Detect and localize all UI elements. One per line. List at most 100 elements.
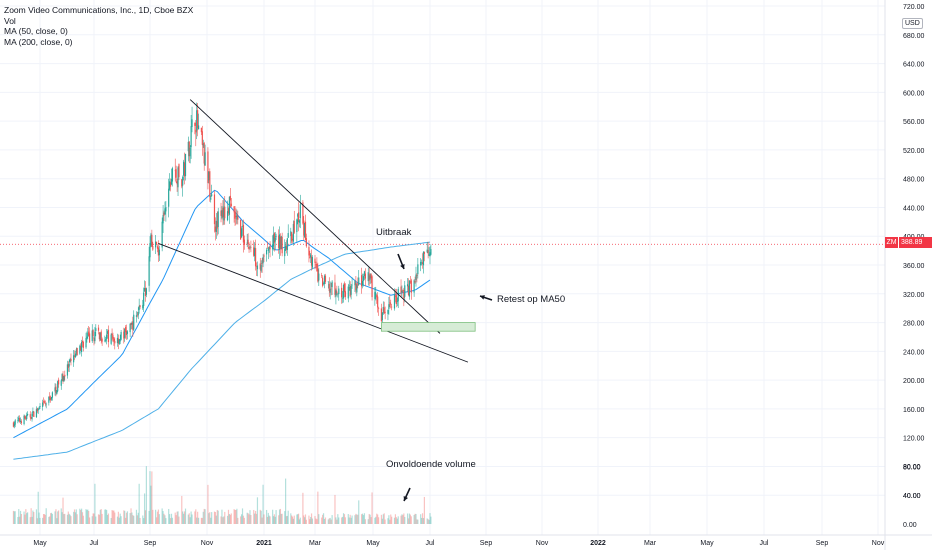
volume-bar <box>67 511 69 524</box>
volume-bar <box>360 514 363 524</box>
time-tick-label: Sep <box>816 540 829 547</box>
volume-bar <box>110 518 112 524</box>
volume-bar <box>246 512 248 524</box>
currency-button[interactable]: USD <box>902 18 923 29</box>
volume-bar <box>91 516 93 524</box>
candle-body <box>155 241 157 248</box>
candle-body <box>327 281 329 283</box>
volume-bar <box>241 508 244 524</box>
time-tick-label: Jul <box>90 540 99 547</box>
candle-body <box>222 207 224 218</box>
volume-bar <box>274 516 276 524</box>
volume-bar <box>382 514 384 524</box>
annotation-breakout[interactable]: Uitbraak <box>376 227 412 238</box>
annotation-retest[interactable]: Retest op MA50 <box>497 294 566 305</box>
candle-body <box>351 284 353 286</box>
volume-bar <box>81 508 83 524</box>
volume-bar <box>54 511 56 524</box>
volume-bar <box>116 516 119 524</box>
volume-bar <box>158 514 160 524</box>
volume-bar <box>62 497 64 524</box>
candle-body <box>318 273 320 281</box>
candle-body <box>298 220 301 223</box>
candle-body <box>314 258 316 264</box>
candle-body <box>17 420 19 421</box>
candle-body <box>240 219 242 240</box>
volume-bar <box>420 514 422 524</box>
candle-body <box>388 304 390 310</box>
volume-bar <box>152 509 154 524</box>
volume-bar <box>297 513 300 524</box>
volume-bar <box>142 515 144 524</box>
volume-bar <box>278 509 281 524</box>
volume-bar <box>387 518 389 524</box>
volume-bar <box>177 511 179 524</box>
volume-bar <box>95 516 97 524</box>
price-tick-label: 80.00 <box>903 464 921 471</box>
candle-body <box>168 188 170 207</box>
candle-body <box>297 214 299 217</box>
candle-body <box>67 364 69 368</box>
candle-body <box>354 281 356 286</box>
candle-body <box>240 228 243 238</box>
candle-body <box>406 284 409 287</box>
candle-body <box>369 275 371 280</box>
candle-body <box>188 141 190 157</box>
candle-body <box>171 168 174 182</box>
candle-body <box>227 208 230 214</box>
candle-body <box>145 288 147 295</box>
candle-body <box>54 387 56 392</box>
volume-bar <box>341 516 344 524</box>
volume-bar <box>201 517 203 524</box>
volume-bar <box>26 513 28 524</box>
time-tick-label: Sep <box>144 540 157 547</box>
price-tick-label: 520.00 <box>903 148 925 155</box>
volume-bar <box>337 514 339 524</box>
volume-bar <box>197 511 199 524</box>
volume-bar <box>240 514 243 524</box>
candle-body <box>211 194 213 197</box>
volume-bar <box>80 510 82 524</box>
candle-body <box>347 286 349 299</box>
candle-body <box>349 286 351 297</box>
volume-tick-label: 40.00 <box>903 493 921 500</box>
candle-body <box>360 275 363 287</box>
candle-body <box>402 289 404 291</box>
candle-body <box>344 291 347 297</box>
candle-body <box>322 277 324 286</box>
volume-bar <box>191 514 193 524</box>
volume-bar <box>233 509 235 524</box>
price-tick-label: 320.00 <box>903 292 925 299</box>
price-tick-label: 120.00 <box>903 436 925 443</box>
candle-body <box>68 363 70 367</box>
candle-body <box>210 197 212 200</box>
price-tick-label: 720.00 <box>903 4 925 11</box>
candle-body <box>396 301 398 302</box>
volume-bar <box>327 519 329 524</box>
candle-body <box>427 250 429 254</box>
volume-bar <box>364 519 366 524</box>
volume-bar <box>305 519 307 524</box>
volume-bar <box>349 514 351 524</box>
retest-arrow-head <box>480 295 485 300</box>
candle-body <box>287 233 289 238</box>
price-tick-label: 240.00 <box>903 349 925 356</box>
legend-ma200[interactable]: MA (200, close, 0) <box>4 36 73 47</box>
candle-body <box>208 171 210 181</box>
volume-bar <box>297 514 299 524</box>
candle-body <box>42 401 45 403</box>
time-tick-label: May <box>366 540 380 547</box>
volume-bar <box>280 513 282 524</box>
volume-bar <box>197 517 200 524</box>
volume-bar <box>329 517 331 524</box>
volume-bar <box>286 515 288 524</box>
volume-bar <box>204 509 206 524</box>
price-tick-label: 200.00 <box>903 378 925 385</box>
legend-volume[interactable]: Vol <box>4 15 16 26</box>
volume-bar <box>114 512 116 524</box>
legend-ma50[interactable]: MA (50, close, 0) <box>4 26 68 36</box>
volume-bar <box>174 512 176 524</box>
volume-bar <box>368 513 370 524</box>
annotation-volume[interactable]: Onvoldoende volume <box>386 459 476 470</box>
